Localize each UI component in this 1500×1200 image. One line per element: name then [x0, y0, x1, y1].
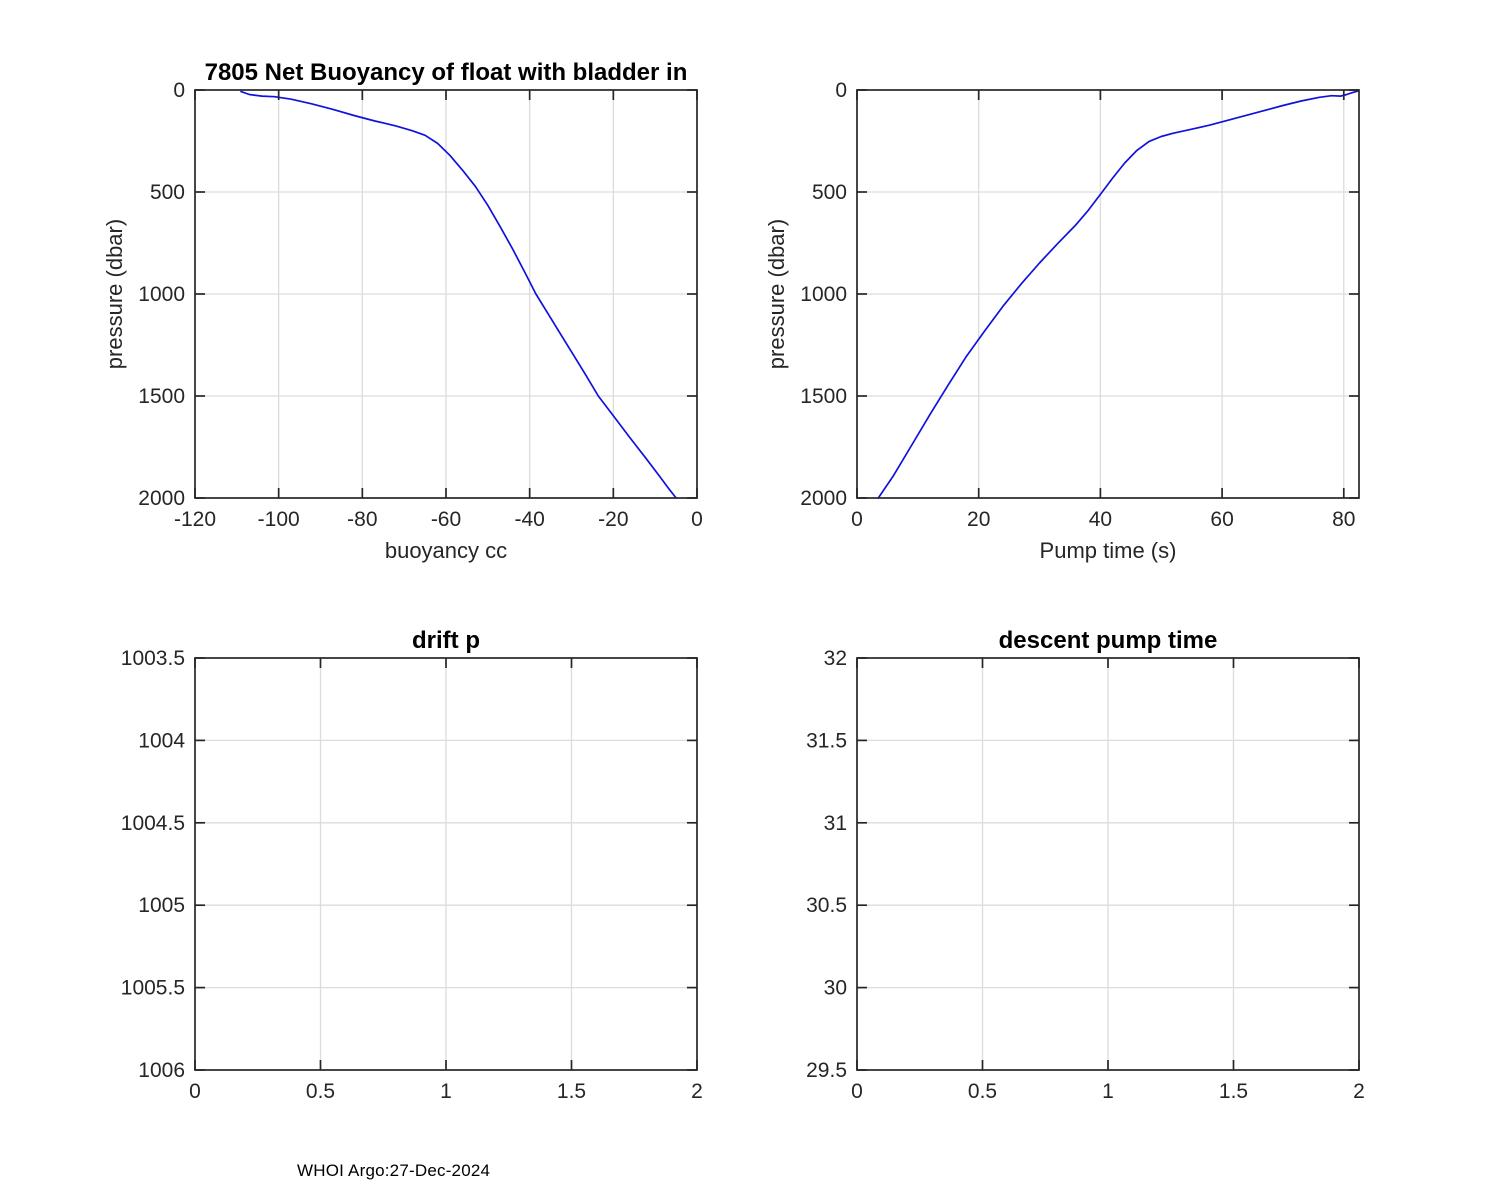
series-line-net-buoyancy-profile	[240, 90, 677, 499]
x-tick-label: 0	[691, 508, 703, 531]
x-tick-label: 60	[1210, 508, 1233, 531]
y-tick-label: 500	[150, 181, 185, 204]
y-tick-label: 1005	[138, 894, 185, 917]
plot-title: 7805 Net Buoyancy of float with bladder …	[205, 59, 688, 86]
x-tick-label: 0	[851, 508, 863, 531]
x-tick-label: 40	[1089, 508, 1112, 531]
series-line-pump-time-profile	[877, 90, 1359, 499]
x-tick-label: 1	[440, 1080, 452, 1103]
x-tick-label: 0	[189, 1080, 201, 1103]
y-tick-label: 1006	[138, 1059, 185, 1082]
y-tick-label: 1003.5	[121, 647, 185, 670]
y-tick-label: 2000	[138, 487, 185, 510]
y-tick-label: 31.5	[806, 729, 847, 752]
y-tick-label: 32	[824, 647, 847, 670]
y-tick-label: 1004	[138, 729, 185, 752]
subplot-descent-pump-time: 0 0.5 1 1.5 2 29.5 30 30.5 31 31.5 32 descent pump …	[806, 627, 1365, 1103]
x-tick-label: 80	[1332, 508, 1355, 531]
x-tick-label: 0.5	[968, 1080, 997, 1103]
x-axis-label: Pump time (s)	[1040, 538, 1177, 563]
x-tick-label: -60	[431, 508, 461, 531]
x-tick-label: -40	[514, 508, 544, 531]
x-tick-label: -100	[258, 508, 300, 531]
x-tick-label: 1	[1102, 1080, 1114, 1103]
y-tick-label: 500	[812, 181, 847, 204]
y-tick-label: 2000	[800, 487, 847, 510]
y-tick-label: 1500	[138, 385, 185, 408]
y-tick-label: 1004.5	[121, 812, 185, 835]
plot-title: drift p	[412, 627, 480, 654]
x-tick-label: -20	[598, 508, 628, 531]
x-axis-label: buoyancy cc	[385, 538, 507, 563]
x-tick-label: 1.5	[1219, 1080, 1248, 1103]
y-tick-label: 1000	[138, 283, 185, 306]
x-tick-label: 20	[967, 508, 990, 531]
x-tick-label: 0	[851, 1080, 863, 1103]
y-axis-label: pressure (dbar)	[102, 219, 127, 369]
x-tick-label: 1.5	[557, 1080, 586, 1103]
y-tick-label: 0	[173, 79, 185, 102]
y-tick-label: 29.5	[806, 1059, 847, 1082]
y-tick-label: 30.5	[806, 894, 847, 917]
x-tick-label: 0.5	[306, 1080, 335, 1103]
x-tick-label: 2	[691, 1080, 703, 1103]
y-tick-label: 1500	[800, 385, 847, 408]
x-tick-label: -80	[347, 508, 377, 531]
x-tick-label: 2	[1353, 1080, 1365, 1103]
x-tick-label: -120	[174, 508, 216, 531]
subplot-pump-time: 0 20 40 60 80 0 500 1000 1500 2000 Pump time (s) pr…	[764, 79, 1360, 563]
y-tick-label: 0	[835, 79, 847, 102]
y-tick-label: 1000	[800, 283, 847, 306]
plot-title: descent pump time	[999, 627, 1218, 654]
footer-text: WHOI Argo:27-Dec-2024	[297, 1161, 491, 1180]
y-tick-label: 31	[824, 812, 847, 835]
y-tick-label: 1005.5	[121, 977, 185, 1000]
subplot-net-buoyancy: -120 -100 -80 -60 -40 -20 0 0 500 1000 1500 2000 780…	[102, 59, 703, 563]
y-axis-label: pressure (dbar)	[764, 219, 789, 369]
y-tick-label: 30	[824, 977, 847, 1000]
subplot-drift-p: 0 0.5 1 1.5 2 1003.5 1004 1004.5 1005 1005.5 1006 d…	[121, 627, 703, 1103]
